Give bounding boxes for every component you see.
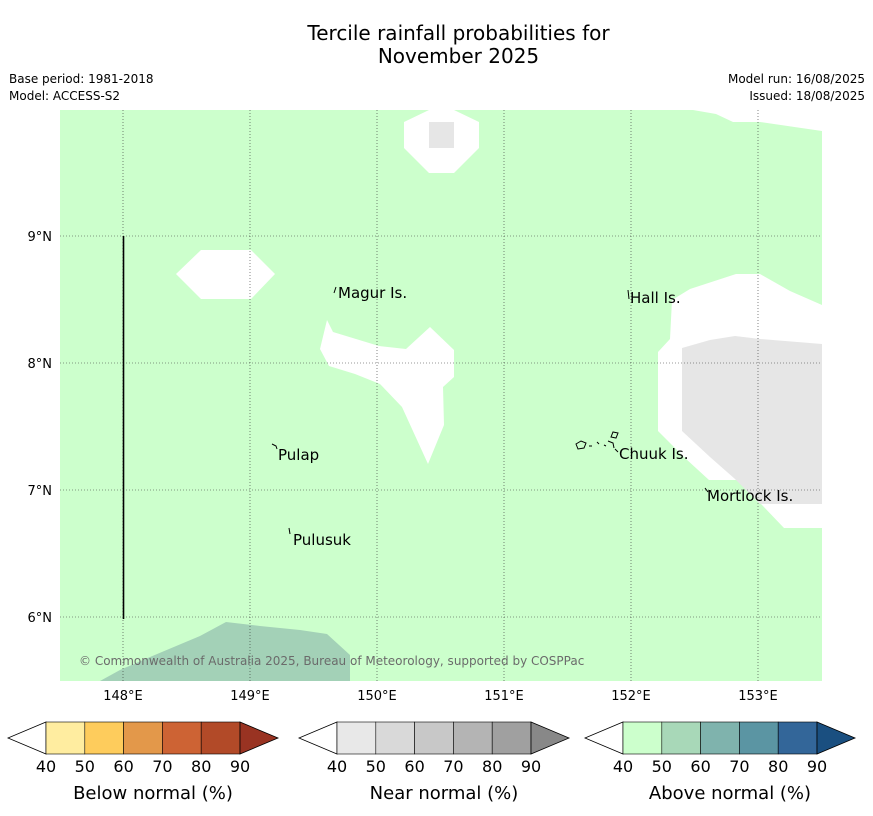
lon-tick-149: 149°E: [230, 689, 270, 704]
white-area-top-right: [693, 110, 822, 131]
place-label-pulap: Pulap: [278, 446, 319, 464]
meta-left: Base period: 1981-2018 Model: ACCESS-S2: [9, 71, 154, 105]
colorbar-segment: [123, 721, 163, 755]
colorbar-tick-label: 50: [366, 757, 386, 776]
colorbar-tick-label: 70: [443, 757, 463, 776]
legend-below-normal: 40 50 60 70 80 90 Below normal (%): [6, 721, 280, 804]
island-outlines: [271, 286, 709, 535]
lat-tick-7: 7°N: [28, 484, 53, 499]
colorbar-segment: [700, 721, 740, 755]
colorbar-extend-low: [297, 721, 338, 755]
colorbar-tick-label: 90: [807, 757, 827, 776]
colorbar-tick-label: 60: [690, 757, 710, 776]
colorbar-segment: [84, 721, 124, 755]
colorbar-tick-label: 40: [327, 757, 347, 776]
lon-tick-148: 148°E: [103, 689, 143, 704]
colorbar-segment: [45, 721, 86, 755]
latitude-axis: 9°N 8°N 7°N 6°N: [28, 230, 53, 626]
colorbar-label: Above normal (%): [649, 783, 811, 804]
colorbar-tick-label: 50: [652, 757, 672, 776]
colorbar-segment: [453, 721, 493, 755]
near-normal-area-right: [682, 336, 822, 504]
colorbar-tick-label: 90: [230, 757, 250, 776]
place-label-mortlock: Mortlock Is.: [707, 487, 793, 505]
colorbar-tick-label: 80: [768, 757, 788, 776]
colorbar-segment: [162, 721, 202, 755]
lat-tick-6: 6°N: [28, 611, 53, 626]
meta-right: Model run: 16/08/2025 Issued: 18/08/2025: [728, 71, 865, 105]
colorbar-extend-low: [583, 721, 624, 755]
colorbar-segment: [414, 721, 454, 755]
colorbar-extend-high: [239, 721, 280, 755]
title-line-2: November 2025: [377, 44, 540, 68]
colorbar-extend-low: [6, 721, 47, 755]
colorbar-extend-high: [530, 721, 571, 755]
colorbar-tick-label: 60: [404, 757, 424, 776]
map-panel: [60, 110, 822, 681]
colorbar-segment: [739, 721, 779, 755]
colorbar-segment: [777, 721, 818, 755]
colorbar-segment: [336, 721, 377, 755]
place-label-chuuk: Chuuk Is.: [619, 445, 688, 463]
colorbar-tick-label: 70: [152, 757, 172, 776]
lat-tick-8: 8°N: [28, 357, 53, 372]
colorbar-segment: [200, 721, 241, 755]
colorbar-tick-label: 80: [191, 757, 211, 776]
lon-tick-151: 151°E: [484, 689, 524, 704]
colorbar-tick-label: 90: [521, 757, 541, 776]
place-label-hall: Hall Is.: [630, 289, 681, 307]
longitude-axis: 148°E 149°E 150°E 151°E 152°E 153°E: [103, 689, 778, 704]
colorbar-tick-label: 40: [36, 757, 56, 776]
colorbar-tick-label: 70: [729, 757, 749, 776]
title-line-1: Tercile rainfall probabilities for: [307, 21, 610, 45]
above-normal-50-60-region: [100, 622, 350, 681]
white-area-center: [320, 320, 454, 464]
colorbar-tick-label: 60: [113, 757, 133, 776]
near-normal-area-top: [429, 122, 454, 148]
copyright-notice: © Commonwealth of Australia 2025, Bureau…: [79, 654, 584, 668]
map-title: Tercile rainfall probabilities for Novem…: [0, 22, 873, 68]
model-name: Model: ACCESS-S2: [9, 89, 121, 103]
lon-tick-150: 150°E: [357, 689, 397, 704]
white-area-upper-left: [176, 250, 275, 299]
colorbar-tick-label: 80: [482, 757, 502, 776]
place-label-pulusuk: Pulusuk: [293, 531, 351, 549]
colorbar-segment: [491, 721, 532, 755]
lat-tick-9: 9°N: [28, 230, 53, 245]
issued-date: Issued: 18/08/2025: [749, 89, 865, 103]
colorbar-segment: [375, 721, 415, 755]
colorbar-tick-label: 40: [613, 757, 633, 776]
colorbar-label: Below normal (%): [73, 783, 233, 804]
lon-tick-152: 152°E: [611, 689, 651, 704]
colorbar-tick-label: 50: [75, 757, 95, 776]
colorbar-segment: [622, 721, 663, 755]
colorbar-segment: [661, 721, 701, 755]
model-run: Model run: 16/08/2025: [727, 72, 865, 86]
place-labels: Magur Is. Hall Is. Pulap Chuuk Is. Mortl…: [278, 284, 793, 549]
colorbar-label: Near normal (%): [370, 783, 519, 804]
colorbar-extend-high: [816, 721, 857, 755]
base-period: Base period: 1981-2018: [9, 72, 154, 86]
legend-above-normal: 40 50 60 70 80 90 Above normal (%): [583, 721, 857, 804]
place-label-magur: Magur Is.: [338, 284, 407, 302]
lon-tick-153: 153°E: [738, 689, 778, 704]
